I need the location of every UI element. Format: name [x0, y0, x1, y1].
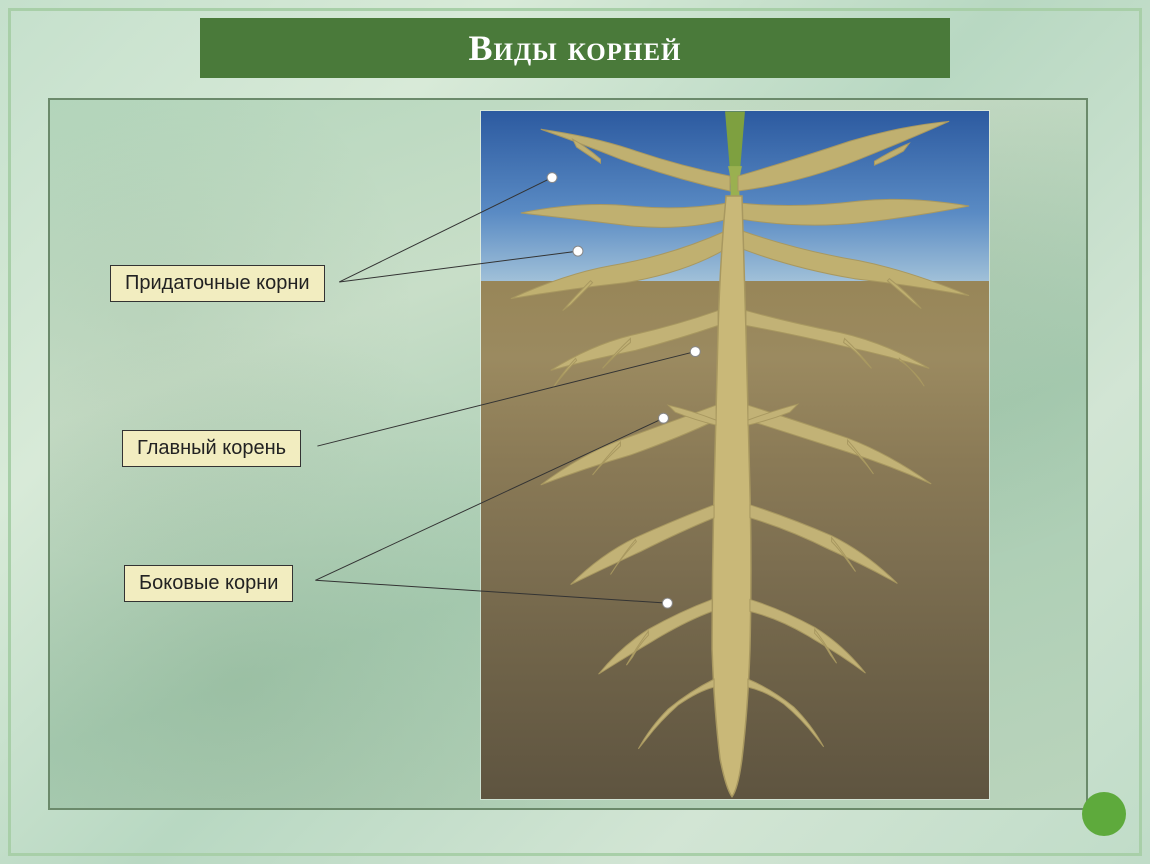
root-panel: [480, 110, 990, 800]
main-root: [712, 196, 751, 797]
stem: [725, 111, 745, 171]
label-lateral-text: Боковые корни: [139, 572, 278, 594]
label-main: Главный корень: [122, 430, 301, 467]
diagram-container: Придаточные корни Главный корень Боковые…: [48, 98, 1088, 810]
label-adventitious-text: Придаточные корни: [125, 272, 310, 294]
label-main-text: Главный корень: [137, 437, 286, 459]
label-lateral: Боковые корни: [124, 565, 293, 602]
label-adventitious: Придаточные корни: [110, 265, 325, 302]
slide-title: Виды корней: [469, 27, 682, 69]
corner-dot-icon: [1082, 792, 1126, 836]
title-banner: Виды корней: [200, 18, 950, 78]
root-illustration: [481, 111, 989, 799]
